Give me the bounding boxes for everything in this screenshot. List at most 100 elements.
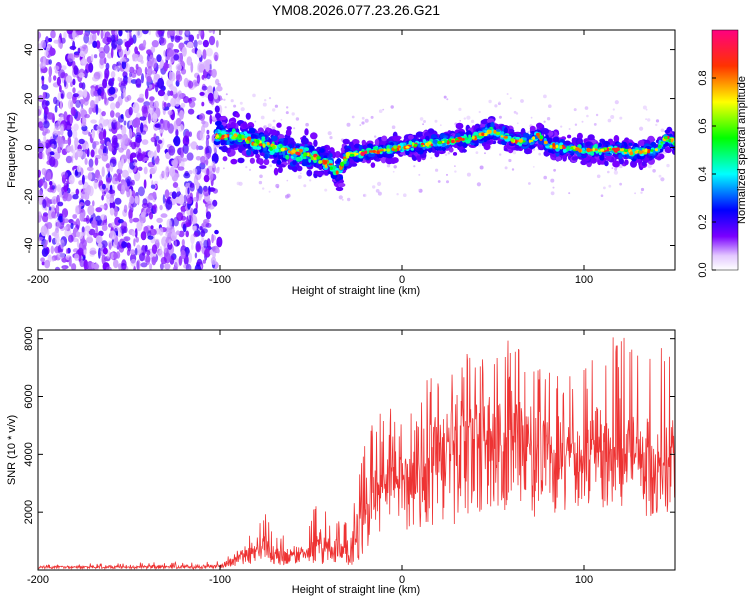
noise-cell — [208, 93, 214, 104]
ridge-cell — [357, 157, 364, 162]
ridge-cell — [250, 134, 257, 139]
noise-cell — [131, 230, 136, 237]
noise-cell — [122, 87, 126, 98]
ridge-cell — [549, 144, 553, 148]
noise-cell — [68, 174, 75, 185]
y-tick-label: 0 — [23, 144, 35, 150]
faint-cell — [475, 151, 479, 155]
faint-cell — [652, 169, 656, 173]
noise-cell — [144, 88, 149, 100]
ridge-cell — [372, 150, 376, 153]
noise-cell — [200, 229, 206, 237]
noise-cell — [143, 157, 149, 162]
noise-cell — [175, 35, 183, 41]
spectrogram-marks — [38, 30, 675, 270]
noise-cell — [123, 226, 128, 234]
faint-cell — [377, 191, 382, 196]
faint-cell — [548, 104, 552, 108]
noise-cell — [44, 206, 48, 211]
faint-cell — [586, 114, 589, 118]
noise-cell — [78, 72, 85, 78]
noise-cell — [47, 228, 50, 237]
noise-cell — [198, 30, 203, 37]
noise-cell — [157, 139, 163, 144]
colorbar-ticks: 0.00.20.40.60.8 — [697, 70, 716, 278]
noise-cell — [90, 30, 98, 34]
noise-cell — [205, 47, 213, 57]
ridge-cell — [573, 145, 576, 150]
noise-cell — [214, 229, 219, 235]
noise-cell — [81, 226, 85, 233]
ridge-cell — [500, 135, 504, 138]
noise-cell — [149, 263, 153, 270]
noise-cell — [213, 90, 219, 100]
noise-cell — [150, 46, 156, 53]
noise-cell — [83, 259, 88, 270]
faint-cell — [418, 188, 421, 191]
noise-cell — [72, 93, 79, 98]
noise-cell — [41, 75, 45, 81]
colorbar-label: Normalized spectral amplitude — [736, 76, 748, 224]
noise-cell — [163, 50, 166, 57]
faint-cell — [532, 148, 536, 151]
noise-cell — [134, 247, 138, 256]
noise-cell — [129, 195, 135, 204]
ridge-cell — [598, 142, 602, 148]
noise-cell — [70, 106, 76, 116]
noise-cell — [54, 266, 61, 270]
noise-cell — [147, 195, 154, 201]
noise-cell — [171, 191, 177, 200]
ridge-cell — [316, 171, 325, 176]
noise-cell — [88, 228, 96, 236]
faint-cell — [378, 109, 383, 113]
noise-cell — [133, 117, 141, 128]
faint-cell — [392, 170, 395, 173]
noise-cell — [183, 172, 191, 179]
snr-series — [38, 337, 675, 570]
ridge-cell — [628, 142, 633, 146]
ridge-cell — [287, 150, 291, 154]
noise-cell — [135, 30, 143, 38]
ridge-cell — [480, 119, 489, 125]
faint-cell — [363, 193, 367, 198]
noise-cell — [121, 184, 125, 195]
noise-cell — [142, 39, 147, 47]
noise-cell — [49, 47, 56, 56]
noise-cell — [190, 141, 198, 150]
ridge-cell — [277, 166, 283, 173]
faint-cell — [634, 192, 636, 195]
faint-cell — [476, 182, 481, 187]
faint-cell — [396, 193, 399, 196]
noise-cell — [38, 169, 41, 177]
noise-cell — [104, 68, 110, 79]
ridge-cell — [261, 136, 266, 140]
noise-cell — [38, 215, 42, 223]
noise-cell — [83, 97, 89, 106]
noise-cell — [209, 114, 213, 125]
noise-cell — [203, 239, 209, 249]
faint-cell — [276, 186, 279, 189]
noise-cell — [72, 194, 79, 200]
faint-cell — [513, 110, 517, 114]
ridge-cell — [539, 135, 544, 140]
noise-cell — [60, 239, 65, 250]
noise-cell — [92, 90, 99, 96]
noise-cell — [206, 73, 211, 80]
noise-cell — [65, 155, 73, 164]
noise-cell — [163, 62, 168, 72]
faint-cell — [347, 197, 351, 202]
faint-cell — [494, 104, 498, 108]
faint-cell — [506, 93, 509, 95]
ridge-cell — [548, 137, 553, 143]
ridge-cell — [335, 186, 344, 192]
faint-cell — [359, 124, 362, 126]
ridge-cell — [604, 160, 609, 167]
noise-cell — [110, 110, 115, 118]
noise-cell — [88, 158, 94, 168]
noise-cell — [205, 222, 212, 228]
noise-cell — [146, 202, 153, 209]
noise-cell — [82, 56, 86, 64]
snr-line — [38, 337, 675, 570]
faint-cell — [552, 186, 555, 189]
faint-cell — [271, 126, 276, 130]
